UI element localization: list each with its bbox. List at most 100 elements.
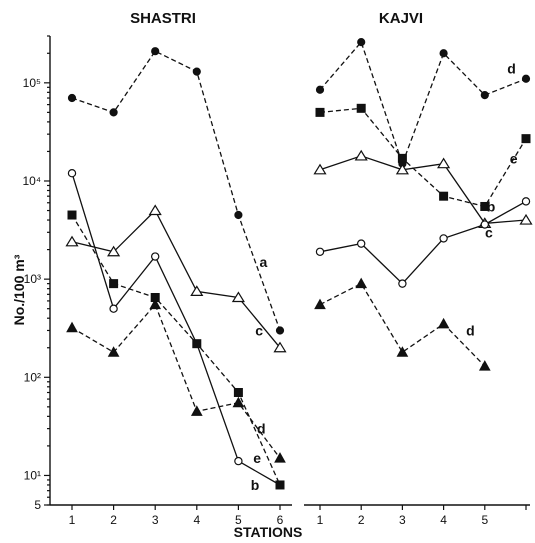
filled-triangle-marker xyxy=(190,405,203,416)
series-line-e xyxy=(71,214,281,486)
filled-square-marker xyxy=(109,279,119,289)
open-circle-marker xyxy=(480,220,489,229)
filled-square-marker xyxy=(192,339,202,349)
series-line-c xyxy=(71,209,281,349)
filled-triangle-marker xyxy=(437,317,450,329)
open-triangle-marker xyxy=(395,163,409,175)
filled-triangle-marker xyxy=(232,396,245,408)
open-triangle-marker xyxy=(273,341,287,353)
series-label-d: d xyxy=(507,60,516,76)
filled-circle-marker xyxy=(315,85,325,94)
open-triangle-marker xyxy=(313,163,327,175)
open-circle-marker xyxy=(109,304,118,313)
filled-circle-marker xyxy=(521,74,531,83)
kajvi-panel: KAJVI 1 2 3 4 5 d e bc d xyxy=(304,10,533,527)
series-line-e xyxy=(319,107,527,208)
open-triangle-marker xyxy=(354,149,368,161)
series-label-c: c xyxy=(485,224,493,240)
shastri-panel: SHASTRI 1 2 3 4 5 6 a b c de xyxy=(50,10,292,527)
open-circle-marker xyxy=(315,247,325,256)
filled-circle-marker xyxy=(480,90,489,100)
x-tick-label: 1 xyxy=(317,513,324,527)
y-tick-label: 5 xyxy=(34,498,41,512)
open-circle-marker xyxy=(398,279,407,288)
series-line-a xyxy=(71,50,281,331)
filled-triangle-marker xyxy=(355,277,368,289)
open-circle-marker xyxy=(234,456,243,466)
open-circle-marker xyxy=(521,197,531,206)
open-triangle-marker xyxy=(231,291,245,303)
series-label-a: a xyxy=(259,254,267,270)
panel-title-kajvi: KAJVI xyxy=(379,10,423,27)
filled-square-marker xyxy=(315,107,325,117)
x-tick-label: 3 xyxy=(399,513,406,527)
filled-circle-marker xyxy=(275,326,285,335)
filled-circle-marker xyxy=(109,108,118,117)
open-circle-marker xyxy=(150,252,160,261)
x-tick-label: 4 xyxy=(440,513,447,527)
filled-square-marker xyxy=(275,480,285,490)
x-tick-label: 5 xyxy=(235,513,242,527)
filled-circle-marker xyxy=(439,49,448,58)
open-circle-marker xyxy=(67,169,77,178)
filled-square-marker xyxy=(439,191,449,201)
series-label-c: c xyxy=(255,322,263,338)
filled-circle-marker xyxy=(67,93,77,103)
series-label-e: e xyxy=(510,150,518,166)
filled-triangle-marker xyxy=(274,452,286,463)
y-axis-title: No./100 m³ xyxy=(11,254,27,325)
filled-triangle-marker xyxy=(66,321,78,333)
x-tick-label: 6 xyxy=(277,513,284,527)
open-triangle-marker xyxy=(519,213,533,225)
x-tick-label: 3 xyxy=(152,513,159,527)
y-tick-label: 10³ xyxy=(24,272,41,286)
filled-circle-marker xyxy=(357,38,366,47)
y-tick-label: 10² xyxy=(24,370,41,384)
open-circle-marker xyxy=(357,239,366,248)
x-tick-label: 4 xyxy=(193,513,200,527)
filled-circle-marker xyxy=(234,210,243,220)
series-label-e: e xyxy=(253,450,261,466)
filled-square-marker xyxy=(233,388,243,398)
filled-square-marker xyxy=(397,153,407,163)
filled-square-marker xyxy=(67,210,77,220)
open-circle-marker xyxy=(439,234,448,243)
open-triangle-marker xyxy=(190,285,204,297)
series-line-d xyxy=(71,303,281,459)
filled-circle-marker xyxy=(151,47,160,56)
filled-triangle-marker xyxy=(149,298,162,310)
filled-triangle-marker xyxy=(396,346,409,357)
series-label-d: d xyxy=(257,421,266,437)
x-tick-label: 5 xyxy=(481,513,488,527)
y-tick-label: 10⁵ xyxy=(23,76,41,90)
y-tick-label: 10⁴ xyxy=(22,174,41,188)
y-axis: 5 10¹ 10² 10³ 10⁴ 10⁵ xyxy=(22,35,51,512)
open-triangle-marker xyxy=(148,204,162,216)
open-triangle-marker xyxy=(65,235,79,247)
series-line-b xyxy=(319,155,527,225)
filled-triangle-marker xyxy=(478,360,491,371)
x-tick-label: 1 xyxy=(69,513,76,527)
x-axis-title: STATIONS xyxy=(234,524,303,540)
filled-square-marker xyxy=(480,201,490,211)
series-line-c xyxy=(319,200,527,285)
series-line-b xyxy=(71,173,281,486)
filled-circle-marker xyxy=(192,67,201,76)
x-tick-label: 2 xyxy=(110,513,117,527)
series-label-b: b xyxy=(487,198,496,214)
open-triangle-marker xyxy=(437,157,451,169)
series-line-d xyxy=(319,282,486,367)
filled-square-marker xyxy=(150,293,160,303)
series-label-d: d xyxy=(466,322,475,338)
series-label-b: b xyxy=(251,477,260,493)
filled-square-marker xyxy=(521,134,531,144)
filled-triangle-marker xyxy=(314,298,326,310)
y-tick-label: 10¹ xyxy=(24,468,41,482)
x-tick-label: 2 xyxy=(358,513,365,527)
open-triangle-marker xyxy=(107,245,121,257)
filled-triangle-marker xyxy=(107,346,120,357)
panel-title-shastri: SHASTRI xyxy=(130,10,196,27)
series-line-d xyxy=(319,40,527,166)
filled-square-marker xyxy=(356,103,366,113)
